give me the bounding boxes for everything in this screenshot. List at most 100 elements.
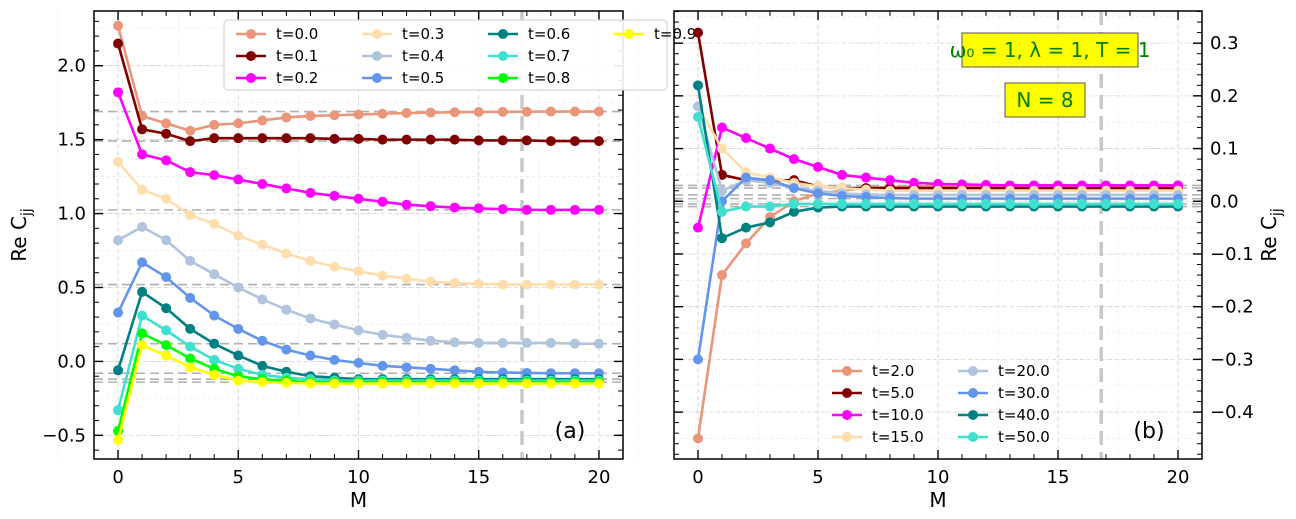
data-point [329,319,340,330]
data-point [185,255,196,266]
parameters-annotation: ω₀ = 1, λ = 1, T = 1 [950,32,1150,68]
data-point [837,169,847,180]
legend-label: t=0.0 [276,25,318,43]
data-point [377,360,388,371]
data-point [765,201,775,212]
data-point [281,133,292,144]
data-point [185,362,196,373]
y-tick-label: 0.0 [57,351,86,372]
legend-marker [842,388,852,398]
data-point [257,360,268,371]
data-point [957,198,967,209]
data-point [569,378,580,389]
data-point [497,135,508,146]
data-point [1173,198,1183,209]
legend-label: t=15.0 [872,428,924,446]
data-point [717,122,727,133]
data-point [281,248,292,259]
data-point [545,136,556,147]
data-point [449,337,460,348]
legend-marker [498,51,508,61]
legend-marker [968,432,978,442]
data-point [521,106,532,117]
legend-label: t=40.0 [998,406,1050,424]
data-point [569,136,580,147]
data-point [353,109,364,120]
legend-item: t=0.0 [236,25,318,43]
legend-label: t=30.0 [998,384,1050,402]
legend-item: t=0.9 [614,25,696,43]
n-box [1004,82,1086,118]
data-point [281,112,292,123]
data-point [233,323,244,334]
y-label-sub-b: jj [1269,208,1285,217]
data-point [837,198,847,209]
data-point [305,350,316,361]
data-point [693,27,703,38]
y-axis-label-b: Re Cjj [1257,208,1285,261]
data-point [185,292,196,303]
data-point [981,198,991,209]
legend-label: t=0.6 [528,25,570,43]
data-point [693,80,703,91]
data-point [789,183,799,194]
legend-item: t=0.6 [488,25,570,43]
legend-marker [842,410,852,420]
data-point [1149,198,1159,209]
data-point [233,230,244,241]
data-point [425,201,436,212]
data-point [425,107,436,118]
data-point [113,434,124,445]
data-point [593,136,604,147]
series-t=0.3 [113,156,604,290]
data-point [861,172,871,183]
data-point [861,192,871,203]
data-point [137,149,148,160]
data-point [545,279,556,290]
legend-item: t=15.0 [832,428,924,446]
data-point [473,203,484,214]
data-point [233,375,244,386]
legend-item: t=2.0 [832,362,914,380]
data-point [161,340,172,351]
data-point [281,304,292,315]
y-tick-label: −0.1 [1210,244,1254,265]
legend-item: t=30.0 [958,384,1050,402]
series-t=50.0 [693,111,1183,217]
data-point [1053,198,1063,209]
data-point [789,154,799,165]
data-point [329,190,340,201]
x-tick-label: 10 [347,467,370,488]
data-point [257,115,268,126]
data-point [353,357,364,368]
data-point [209,218,220,229]
parameters-box [961,32,1139,68]
data-point [233,363,244,374]
series-group-a [113,20,604,445]
y-tick-label: 0.1 [1210,139,1239,160]
data-point [353,193,364,204]
y-label-sub-a: jj [19,208,35,217]
data-point [281,344,292,355]
data-point [813,198,823,209]
data-point [209,338,220,349]
data-point [401,134,412,145]
data-point [161,193,172,204]
data-point [449,278,460,289]
data-point [449,107,460,118]
x-tick-label: 20 [1167,467,1190,488]
data-point [741,133,751,144]
data-point [185,353,196,364]
x-axis-label-b: M [929,488,946,512]
n-annotation: N = 8 [1004,82,1086,118]
data-point [837,190,847,201]
data-point [353,266,364,277]
data-point [933,198,943,209]
data-point [741,238,751,249]
x-tick-label: 20 [588,467,611,488]
data-point [401,199,412,210]
data-point [545,378,556,389]
legend-marker [372,73,382,83]
data-point [545,204,556,215]
data-point [473,337,484,348]
